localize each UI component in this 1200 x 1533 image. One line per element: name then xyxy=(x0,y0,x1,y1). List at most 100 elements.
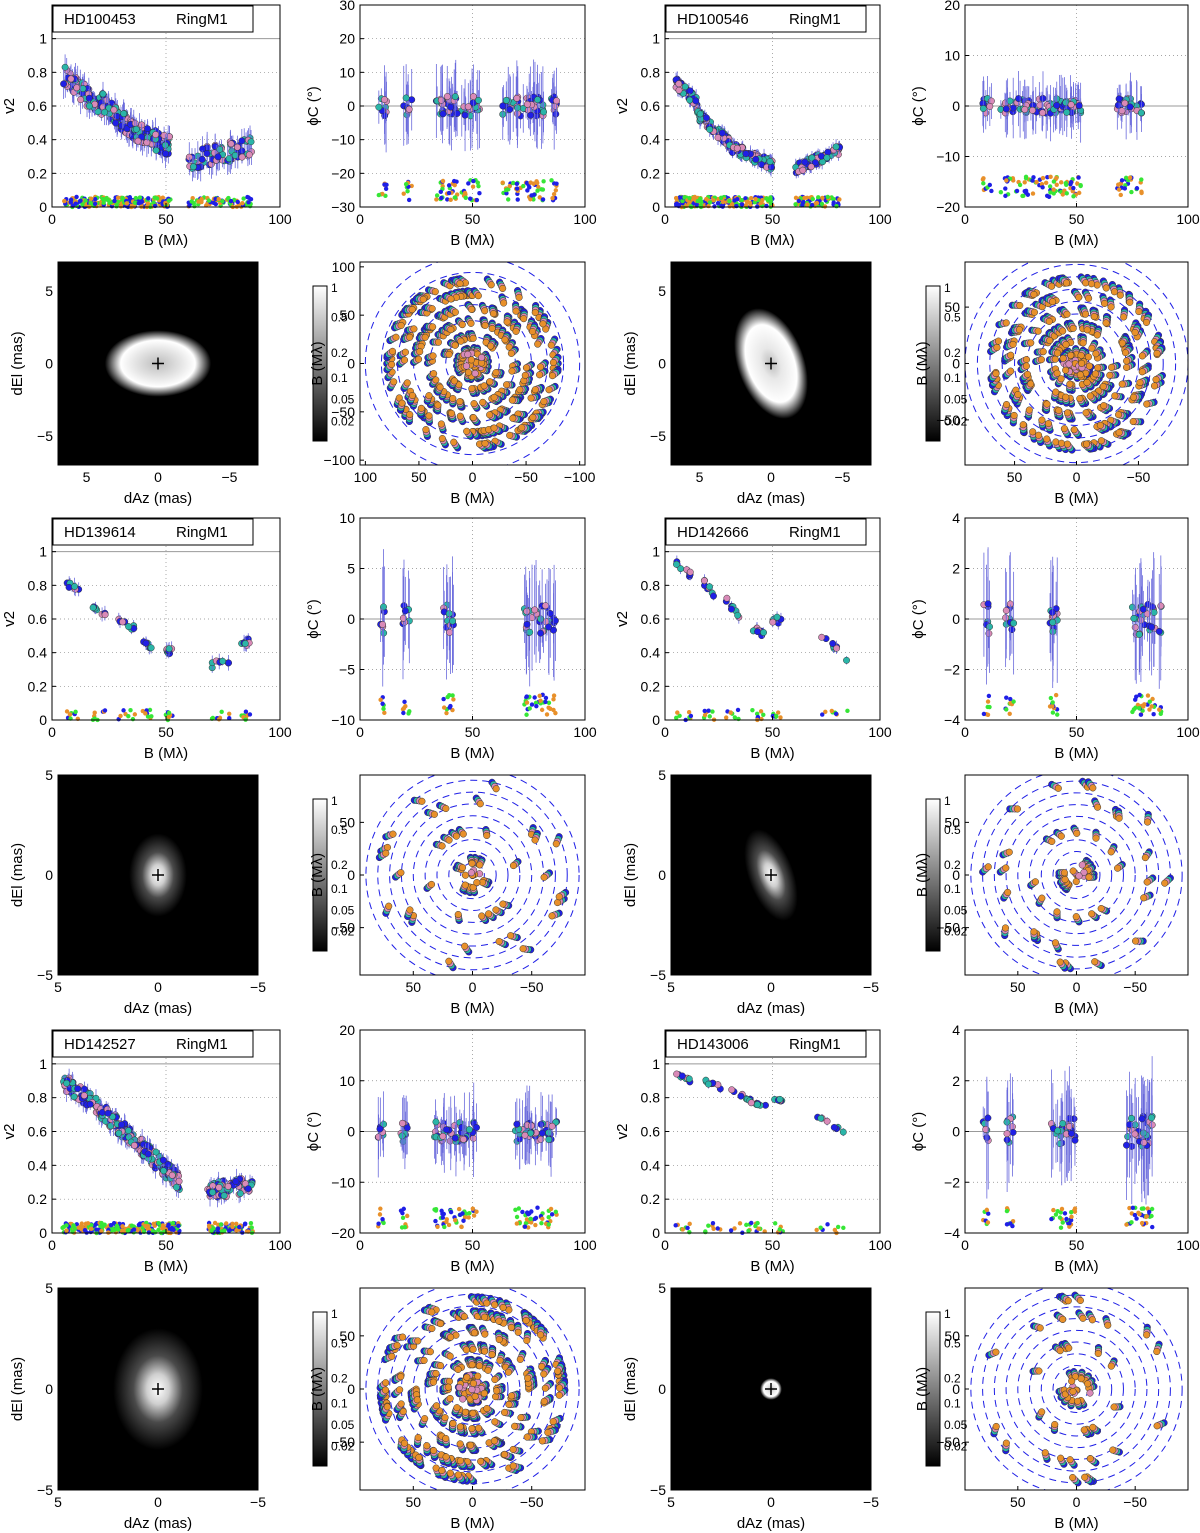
uv-point xyxy=(515,293,523,301)
data-point xyxy=(808,154,816,162)
y-tick-label: 0.6 xyxy=(641,98,661,114)
data-point xyxy=(445,610,453,618)
data-point xyxy=(446,628,454,636)
residual-point xyxy=(676,202,682,208)
uv-point xyxy=(450,438,458,446)
uv-point xyxy=(1016,301,1024,310)
data-point xyxy=(449,617,457,625)
x-axis-label: B (Mλ) xyxy=(750,232,794,249)
residual-point xyxy=(213,196,218,202)
data-point xyxy=(380,603,387,611)
residual-point xyxy=(451,697,456,702)
residual-point xyxy=(1045,174,1050,180)
y-tick-label: 0.4 xyxy=(641,132,661,148)
residual-point xyxy=(80,202,85,207)
data-point xyxy=(464,103,472,111)
residual-point xyxy=(74,194,79,200)
residual-point xyxy=(987,182,993,188)
residual-point xyxy=(163,200,168,206)
uv-point xyxy=(527,394,535,402)
residual-point xyxy=(245,194,250,200)
residual-point xyxy=(825,194,830,200)
residual-point xyxy=(219,709,224,714)
uv-point xyxy=(1136,379,1144,387)
x-tick-label: 0 xyxy=(1073,469,1081,485)
uv-point xyxy=(1152,375,1160,384)
uv-point xyxy=(509,414,517,422)
residual-point xyxy=(151,200,156,205)
data-point xyxy=(231,151,239,159)
y-tick-label: 0.4 xyxy=(28,132,48,148)
residual-point xyxy=(1071,194,1076,199)
residual-point xyxy=(1116,187,1122,192)
y-tick-label: 10 xyxy=(339,64,355,80)
residual-point xyxy=(1075,181,1080,186)
residual-point xyxy=(753,196,758,202)
residual-point xyxy=(438,189,444,194)
data-point xyxy=(225,155,233,163)
residual-point xyxy=(981,181,986,186)
y-tick-label: 0.2 xyxy=(641,165,661,181)
y-axis-label: B (Mλ) xyxy=(914,341,931,385)
uv-point xyxy=(448,409,456,417)
residual-point xyxy=(248,196,254,202)
uv-point xyxy=(508,367,516,375)
uv-point xyxy=(1045,317,1053,325)
uv-point xyxy=(1090,313,1098,321)
uv-point xyxy=(490,424,498,432)
residual-point xyxy=(1134,186,1140,191)
uv-point xyxy=(1007,351,1015,359)
y-tick-label: 0 xyxy=(658,356,666,372)
data-point xyxy=(1006,97,1014,105)
uv-point xyxy=(1076,395,1084,403)
uv-point xyxy=(456,398,464,406)
uv-point xyxy=(431,288,439,296)
y-tick-label: 50 xyxy=(339,307,355,323)
residual-point xyxy=(220,199,225,204)
uv-point xyxy=(481,439,489,447)
residual-point xyxy=(529,702,535,707)
residual-point xyxy=(149,714,154,719)
residual-point xyxy=(470,184,476,189)
x-tick-label: −100 xyxy=(564,469,596,485)
residual-point xyxy=(92,710,97,715)
residual-point xyxy=(539,707,545,713)
uv-point xyxy=(536,363,545,371)
x-axis-label: B (Mλ) xyxy=(450,232,494,249)
y-tick-label: 1 xyxy=(652,31,660,47)
residual-point xyxy=(540,197,546,202)
residual-point xyxy=(524,712,529,717)
uv-point xyxy=(415,355,423,363)
residual-point xyxy=(477,191,482,196)
uv-point xyxy=(1085,362,1093,370)
uv-point xyxy=(1115,411,1123,419)
uv-point xyxy=(462,362,470,370)
residual-point xyxy=(748,196,754,201)
residual-point xyxy=(680,198,685,204)
residual-point xyxy=(1022,189,1027,194)
residual-point xyxy=(383,186,389,192)
x-tick-label: 5 xyxy=(83,469,91,485)
uv-point xyxy=(1029,428,1037,436)
baseline-ring xyxy=(364,262,581,465)
residual-point xyxy=(114,202,119,207)
residual-point xyxy=(504,191,509,196)
uv-point xyxy=(481,321,489,329)
data-point xyxy=(1063,108,1071,116)
uv-point xyxy=(1063,409,1072,417)
residual-point xyxy=(682,195,687,200)
uv-point xyxy=(1123,357,1131,365)
y-tick-label: −10 xyxy=(331,132,355,148)
residual-point xyxy=(240,201,245,206)
residual-point xyxy=(727,199,732,204)
data-point xyxy=(696,110,704,118)
uv-point xyxy=(501,336,509,344)
uv-point xyxy=(1082,440,1090,448)
residual-point xyxy=(382,710,387,716)
residual-point xyxy=(690,196,695,201)
uv-point xyxy=(429,323,437,331)
colorbar-tick-label: 0.1 xyxy=(944,371,961,385)
uv-point xyxy=(450,377,458,385)
y-tick-label: −20 xyxy=(936,199,960,215)
uv-point xyxy=(539,320,547,328)
